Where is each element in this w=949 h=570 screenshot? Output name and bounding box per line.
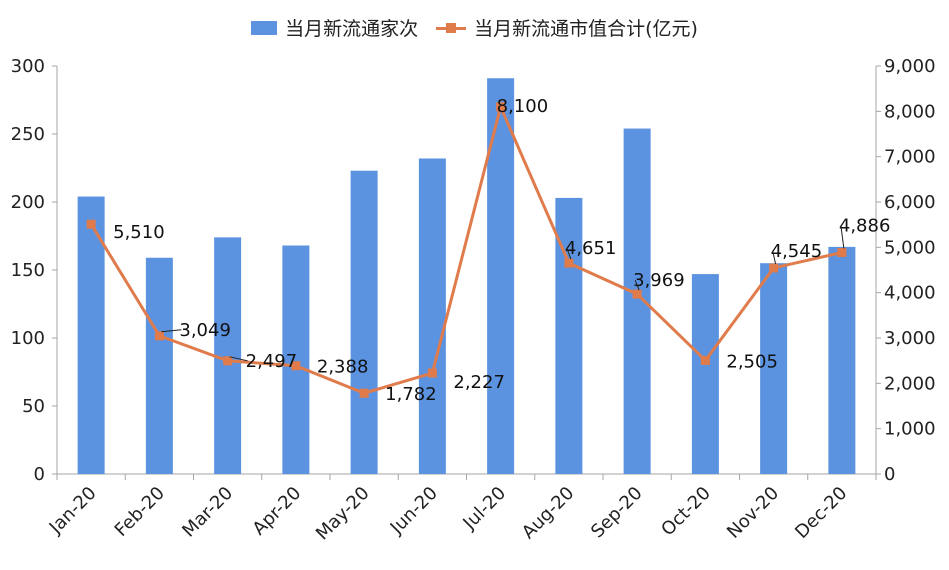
x-tick-label: Nov-20	[723, 483, 783, 543]
x-tick-label: Aug-20	[518, 483, 578, 543]
y-left-tick-label: 200	[11, 192, 45, 213]
y-left-tick-label: 300	[11, 56, 45, 77]
y-left-tick-label: 250	[11, 124, 45, 145]
bar	[77, 196, 105, 474]
bar	[487, 78, 515, 475]
line-point	[86, 219, 96, 229]
legend-item-bars: 当月新流通家次	[251, 14, 418, 41]
line-point	[154, 331, 164, 341]
y-right-tick-label: 0	[884, 464, 895, 485]
legend-label-line: 当月新流通市值合计(亿元)	[474, 18, 698, 40]
x-tick-label: Jul-20	[458, 483, 510, 535]
bar	[350, 170, 378, 474]
line-point	[223, 356, 233, 366]
legend-bar-swatch	[251, 20, 278, 35]
x-tick-label: Jun-20	[386, 483, 442, 539]
line-data-label: 4,545	[771, 241, 823, 262]
line-series	[89, 105, 843, 395]
label-leader	[229, 356, 248, 362]
line-point	[359, 388, 369, 398]
y-left-tick-label: 100	[11, 328, 45, 349]
y-right-tick-label: 7,000	[884, 147, 936, 168]
label-leader	[161, 329, 182, 333]
line-point	[564, 258, 574, 268]
y-right-tick-label: 3,000	[884, 328, 936, 349]
x-tick-label: Feb-20	[111, 483, 169, 541]
line-data-label: 4,651	[565, 238, 617, 259]
line-point	[291, 361, 301, 371]
line-point	[700, 355, 710, 365]
legend-item-line: 当月新流通市值合计(亿元)	[436, 14, 698, 41]
line-data-label: 1,782	[385, 384, 437, 405]
bar	[282, 245, 310, 474]
y-right-tick-label: 2,000	[884, 373, 936, 394]
line-point	[496, 102, 506, 112]
x-tick-label: Jan-20	[45, 483, 101, 539]
y-right-tick-label: 9,000	[884, 56, 936, 77]
line-data-label: 3,969	[633, 270, 685, 291]
line-data-label: 2,497	[246, 351, 298, 372]
y-right-tick-label: 4,000	[884, 283, 936, 304]
line-data-label: 2,505	[726, 351, 778, 372]
x-tick-label: Dec-20	[791, 483, 851, 543]
label-leader	[772, 250, 777, 265]
bar	[418, 158, 446, 475]
bar	[828, 246, 856, 474]
bar	[145, 257, 173, 474]
y-right-tick-label: 6,000	[884, 192, 936, 213]
line-data-label: 3,049	[179, 320, 231, 341]
y-left-tick-label: 150	[11, 260, 45, 281]
y-left-tick-label: 50	[22, 396, 45, 417]
x-tick-label: Mar-20	[178, 483, 237, 542]
legend: 当月新流通家次 当月新流通市值合计(亿元)	[0, 14, 949, 41]
label-leader	[634, 279, 640, 291]
line-data-label: 2,227	[453, 372, 505, 393]
bar	[214, 237, 242, 474]
legend-label-bars: 当月新流通家次	[285, 18, 419, 40]
line-point	[837, 248, 847, 258]
x-tick-label: Oct-20	[657, 483, 715, 541]
y-right-tick-label: 1,000	[884, 419, 936, 440]
label-leader	[840, 225, 845, 249]
x-tick-label: May-20	[312, 483, 374, 545]
line-data-label: 8,100	[497, 96, 549, 117]
line-point	[632, 289, 642, 299]
y-right-tick-label: 5,000	[884, 237, 936, 258]
line-point	[769, 263, 779, 273]
bar	[760, 263, 788, 474]
line-data-label: 2,388	[317, 357, 369, 378]
y-left-tick-label: 0	[34, 464, 45, 485]
legend-line-swatch	[436, 21, 467, 35]
line-data-label: 4,886	[839, 216, 891, 237]
line-data-label: 5,510	[113, 222, 165, 243]
bar	[691, 274, 719, 474]
x-tick-label: Apr-20	[249, 483, 306, 540]
x-tick-label: Sep-20	[587, 483, 647, 543]
y-right-tick-label: 8,000	[884, 101, 936, 122]
label-leader	[566, 247, 572, 260]
line-point	[427, 368, 437, 378]
